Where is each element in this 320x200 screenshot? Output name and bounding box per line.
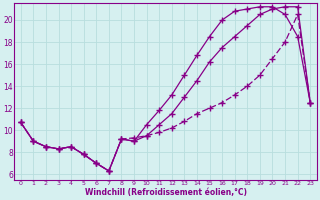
- X-axis label: Windchill (Refroidissement éolien,°C): Windchill (Refroidissement éolien,°C): [84, 188, 246, 197]
